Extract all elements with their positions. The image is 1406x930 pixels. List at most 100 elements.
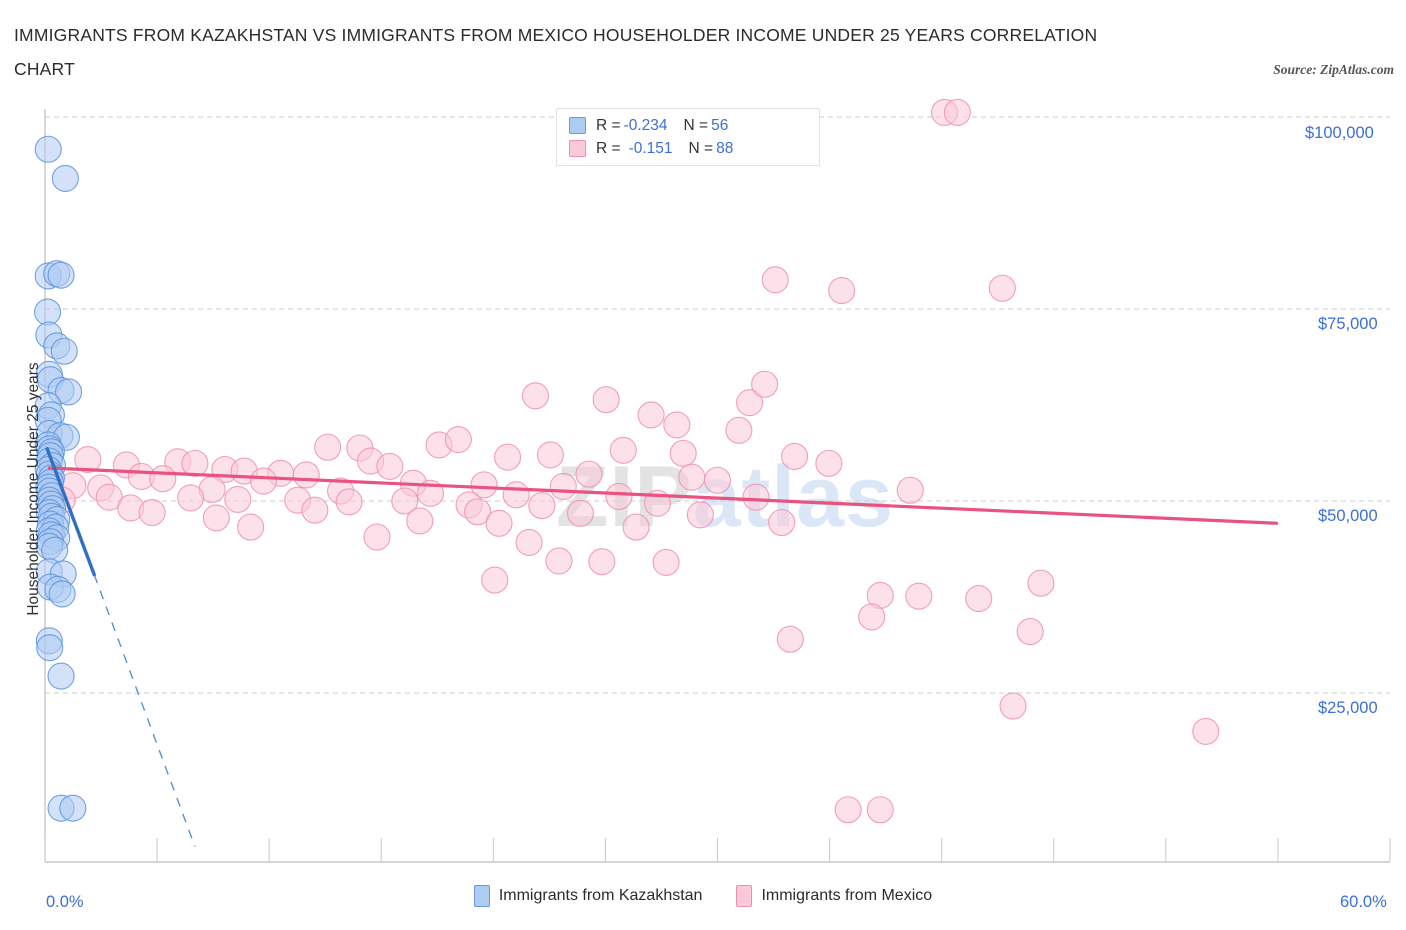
legend-r-key-kazakhstan: R = — [596, 116, 621, 134]
data-point — [48, 580, 76, 608]
data-point — [149, 465, 177, 493]
data-point — [464, 498, 492, 526]
data-point — [549, 472, 577, 500]
data-point — [47, 261, 75, 289]
data-point — [834, 796, 862, 824]
data-point — [34, 135, 62, 163]
page-title-line-1: IMMIGRANTS FROM KAZAKHSTAN VS IMMIGRANTS… — [14, 25, 1098, 45]
legend-label-kazakhstan: Immigrants from Kazakhstan — [498, 887, 703, 904]
data-point — [224, 485, 252, 514]
data-point — [485, 509, 513, 537]
data-point — [663, 411, 691, 439]
y-axis-title: Householder Income Under 25 years — [25, 362, 42, 616]
data-point — [177, 484, 205, 512]
y-tick-label-75000: $75,000 — [1318, 315, 1378, 333]
data-point — [55, 378, 83, 406]
data-point — [95, 483, 123, 511]
data-point — [828, 277, 856, 305]
trendline-mexico — [47, 466, 1279, 525]
data-point — [249, 467, 278, 495]
series-legend: Immigrants from Kazakhstan Immigrants fr… — [0, 885, 1406, 907]
data-point — [858, 603, 886, 631]
page-title-line-2: CHART — [14, 59, 75, 79]
data-point — [74, 445, 102, 474]
data-point — [470, 471, 498, 499]
legend-n-value-mexico: 88 — [716, 139, 734, 157]
data-point — [965, 584, 993, 613]
legend-item-mexico[interactable]: Immigrants from Mexico — [736, 885, 932, 907]
data-point — [59, 794, 87, 822]
series-points-kazakhstan — [34, 135, 87, 822]
data-point — [502, 481, 530, 509]
data-point — [896, 476, 924, 504]
data-point — [768, 508, 796, 537]
legend-color-mexico — [736, 885, 753, 907]
data-point — [51, 164, 79, 192]
data-point — [736, 389, 764, 417]
legend-swatch-mexico — [569, 140, 586, 157]
data-point — [622, 513, 650, 541]
y-tick-label-100000: $100,000 — [1305, 124, 1374, 142]
data-point — [588, 548, 616, 576]
legend-swatch-kazakhstan — [569, 117, 586, 134]
data-point — [678, 463, 706, 491]
trendline-kazakhstan — [45, 447, 96, 577]
data-point — [686, 501, 714, 529]
data-point — [34, 298, 62, 326]
data-point — [444, 426, 472, 454]
data-point — [363, 523, 391, 551]
data-point — [652, 548, 680, 576]
legend-r-key-mexico: R = — [596, 139, 621, 157]
gridlines — [45, 116, 1390, 694]
data-point — [237, 513, 265, 541]
data-point — [406, 507, 434, 535]
data-point — [781, 442, 809, 471]
data-point — [742, 483, 770, 511]
data-point — [566, 499, 594, 527]
data-point — [138, 498, 166, 527]
data-point — [292, 461, 320, 489]
data-point — [988, 274, 1016, 302]
legend-r-value-kazakhstan: -0.234 — [623, 116, 668, 134]
data-point — [1027, 569, 1055, 597]
data-point — [376, 452, 404, 480]
data-point — [1192, 717, 1220, 745]
data-point — [50, 337, 78, 365]
data-point — [761, 266, 789, 294]
data-point — [725, 416, 753, 444]
data-point — [751, 370, 779, 398]
chart-title-block: IMMIGRANTS FROM KAZAKHSTAN VS IMMIGRANTS… — [14, 18, 1214, 86]
data-point — [528, 492, 556, 520]
series-points-mexico — [48, 98, 1220, 824]
data-point — [314, 433, 342, 461]
data-point — [545, 547, 573, 575]
legend-item-kazakhstan[interactable]: Immigrants from Kazakhstan — [473, 885, 703, 907]
data-point — [47, 662, 75, 690]
data-point — [815, 449, 843, 477]
data-point — [999, 692, 1027, 720]
data-point — [905, 582, 933, 610]
data-point — [181, 449, 209, 477]
data-point — [637, 401, 665, 429]
data-point — [521, 382, 549, 410]
legend-row-mexico: R = -0.151 N = 88 — [569, 137, 809, 160]
source-attribution: Source: ZipAtlas.com — [1273, 62, 1394, 77]
data-point — [202, 504, 230, 532]
data-point — [1016, 618, 1044, 646]
y-tick-label-25000: $25,000 — [1318, 699, 1378, 717]
trend-lines — [45, 447, 1279, 847]
x-tick-label-min: 0.0% — [46, 893, 84, 911]
legend-color-kazakhstan — [473, 885, 490, 907]
data-point — [391, 487, 419, 515]
y-tick-label-50000: $50,000 — [1318, 507, 1378, 525]
x-tick-marks — [44, 838, 1391, 862]
data-point — [609, 436, 637, 464]
data-point — [592, 386, 620, 414]
data-point — [335, 488, 363, 516]
data-point — [575, 460, 603, 488]
data-point — [605, 482, 633, 510]
data-point — [703, 466, 732, 494]
